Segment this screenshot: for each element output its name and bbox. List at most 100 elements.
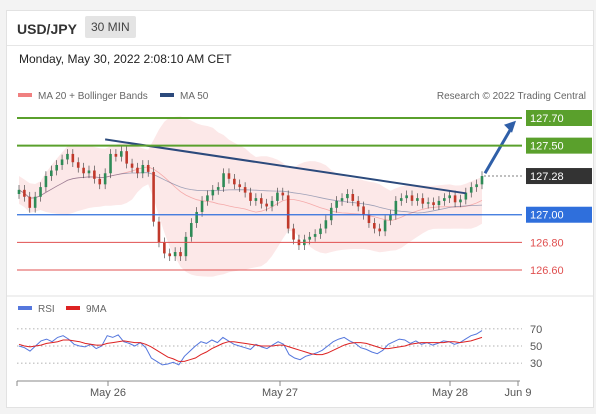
candle-body (324, 220, 328, 229)
candle-body (480, 176, 484, 185)
candle-body (130, 163, 134, 168)
candle-body (399, 198, 403, 201)
candle-body (254, 198, 258, 201)
candle (243, 182, 247, 198)
candle (55, 160, 58, 176)
rsi-ma-legend-swatch (66, 306, 80, 310)
price-level-label: 127.28 (530, 171, 564, 183)
candle-body (227, 173, 231, 179)
candle-body (189, 223, 193, 237)
x-axis-tick-label: May 28 (432, 387, 468, 399)
candle (281, 187, 285, 201)
candle-body (66, 153, 69, 160)
candle-body (464, 192, 468, 200)
candle-body (23, 189, 26, 197)
price-level-label: 126.60 (530, 265, 564, 277)
candle (259, 193, 263, 209)
candle (362, 201, 365, 220)
candle-body (243, 187, 247, 193)
price-level-label-box (526, 137, 592, 154)
candle (98, 173, 102, 190)
candle-body (238, 184, 242, 188)
candle-body (184, 236, 188, 257)
candle-body (200, 200, 204, 212)
candle (50, 165, 53, 181)
candle-body (421, 198, 425, 204)
candle-body (319, 228, 322, 235)
candle-body (55, 164, 58, 171)
candle (227, 168, 231, 184)
candle (405, 190, 408, 203)
candle-body (292, 228, 295, 240)
x-axis-tick-label: May 27 (262, 387, 298, 399)
candle (168, 248, 172, 262)
candle (146, 160, 150, 177)
candle (480, 171, 484, 190)
rsi-tick-label: 30 (530, 358, 542, 370)
bollinger-legend-label: MA 20 + Bollinger Bands (38, 91, 148, 102)
candle (76, 157, 80, 173)
candle-body (265, 203, 268, 207)
candle (44, 171, 48, 192)
candle-body (469, 187, 473, 193)
price-level-label-box (526, 206, 592, 223)
candle (276, 187, 279, 206)
currency-pair-title: USD/JPY (17, 21, 77, 37)
candle-body (33, 196, 37, 208)
candle-body (308, 236, 312, 240)
candle (351, 189, 355, 206)
candle-body (179, 252, 182, 257)
candle-body (206, 195, 209, 201)
candle-body (103, 173, 107, 185)
candle (23, 185, 26, 202)
candle-body (114, 153, 118, 157)
candle-body (76, 162, 80, 168)
candle-body (416, 198, 419, 201)
chart-legend: MA 20 + Bollinger Bands MA 50 Research ©… (18, 91, 586, 102)
candle (125, 146, 128, 169)
candle (410, 190, 414, 206)
candle (82, 162, 85, 179)
candle-body (17, 189, 21, 194)
timeframe-badge[interactable]: 30 MIN (85, 16, 136, 38)
research-credit: Research © 2022 Trading Central (437, 91, 586, 102)
candle-body (362, 206, 365, 215)
candle (329, 202, 333, 226)
candle (119, 146, 123, 162)
candle-body (394, 200, 398, 215)
x-axis-tick-label: Jun 9 (505, 387, 532, 399)
candle-body (459, 199, 462, 203)
candle-body (335, 200, 338, 208)
price-level-label: 126.80 (530, 237, 564, 249)
price-panel: 127.70 127.50 127.28 127.00 126.80 126.60 (17, 110, 592, 277)
resistance-trendline (104, 138, 466, 195)
candle (356, 196, 360, 212)
candle (373, 218, 376, 234)
rsi-tick-label: 70 (530, 324, 542, 336)
candle-body (351, 194, 355, 201)
candle (152, 167, 155, 227)
candle-body (367, 214, 371, 224)
candle (432, 197, 435, 210)
price-level-label: 127.50 (530, 141, 564, 153)
candle (389, 209, 392, 226)
candle (17, 185, 21, 199)
price-level-label-box (526, 168, 592, 185)
candle (286, 190, 290, 234)
candle-body (378, 228, 382, 232)
candle-body (87, 170, 91, 174)
candle (109, 149, 112, 179)
candle-body (270, 200, 274, 207)
candle (136, 162, 139, 179)
candle (141, 160, 145, 179)
candle-body (60, 159, 64, 165)
candle (421, 193, 425, 209)
candle-body (356, 200, 360, 207)
candle (206, 190, 209, 206)
candle-body (405, 195, 408, 199)
candle-body (146, 164, 150, 172)
candle (340, 193, 344, 206)
candle (200, 196, 204, 217)
candle (453, 190, 457, 208)
candle-body (383, 220, 387, 232)
